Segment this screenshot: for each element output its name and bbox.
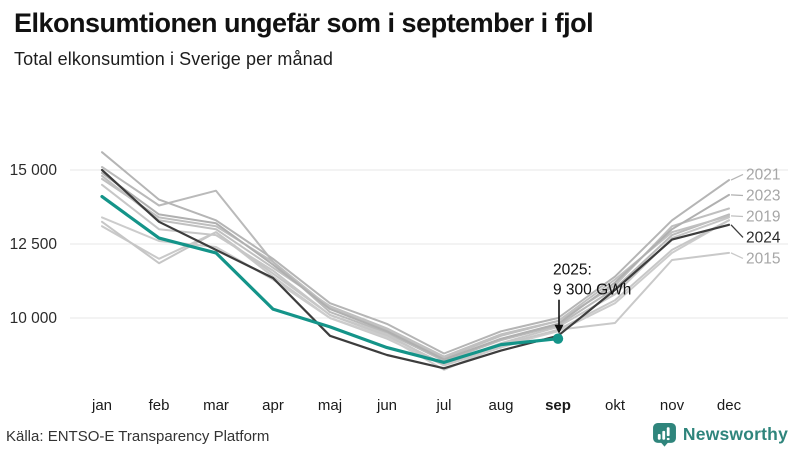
series-line-2024	[100, 168, 731, 370]
x-axis-month-label: maj	[318, 397, 342, 414]
series-line-2023	[101, 172, 730, 361]
brand-name: Newsworthy	[682, 424, 788, 444]
y-axis-tick-label: 12 500	[10, 236, 58, 253]
chart-header: Elkonsumtionen ungefär som i september i…	[14, 8, 790, 70]
label-leader-line	[730, 224, 744, 238]
series-line-2019	[101, 174, 730, 358]
x-axis-month-label: okt	[605, 397, 626, 414]
label-leader-line	[730, 215, 744, 218]
y-axis-tick-label: 15 000	[10, 162, 58, 179]
x-axis-month-label: nov	[660, 397, 685, 414]
x-axis-month-label: sep	[545, 397, 571, 414]
x-axis-month-label: apr	[262, 397, 284, 414]
source-note: Källa: ENTSO-E Transparency Platform	[6, 428, 270, 445]
x-axis-month-label: dec	[717, 397, 742, 414]
highlight-endpoint-dot	[552, 333, 564, 344]
y-axis-tick-label: 10 000	[10, 310, 58, 327]
label-leader-line	[730, 194, 744, 197]
label-leader-line	[730, 252, 744, 260]
series-line-2021	[101, 151, 730, 355]
x-axis-month-label: jan	[91, 397, 112, 414]
newsworthy-brand: Newsworthy	[652, 422, 788, 447]
year-label-2021: 2021	[746, 166, 780, 183]
page-subtitle: Total elkonsumtion i Sverige per månad	[14, 49, 333, 70]
year-label-2015: 2015	[746, 250, 780, 267]
annotation-arrow-head	[554, 324, 564, 334]
series-line-2022	[101, 183, 730, 367]
x-axis-month-label: mar	[203, 397, 229, 414]
newsworthy-logo-icon	[652, 423, 676, 447]
series-line-2025	[100, 195, 560, 364]
annotation-line2: 9 300 GWh	[553, 282, 631, 299]
label-leader-line	[730, 173, 744, 181]
year-label-2019: 2019	[746, 208, 780, 225]
x-axis-month-label: jul	[435, 397, 451, 414]
series-line-2018	[101, 166, 730, 362]
x-axis-month-label: feb	[149, 397, 170, 414]
x-axis-month-label: jun	[376, 397, 397, 414]
year-label-2023: 2023	[746, 187, 780, 204]
series-line-2016	[101, 177, 730, 359]
x-axis-month-label: aug	[488, 397, 513, 414]
annotation-line1: 2025:	[553, 262, 592, 279]
year-label-2024: 2024	[746, 229, 781, 246]
page-title: Elkonsumtionen ungefär som i september i…	[14, 8, 594, 38]
